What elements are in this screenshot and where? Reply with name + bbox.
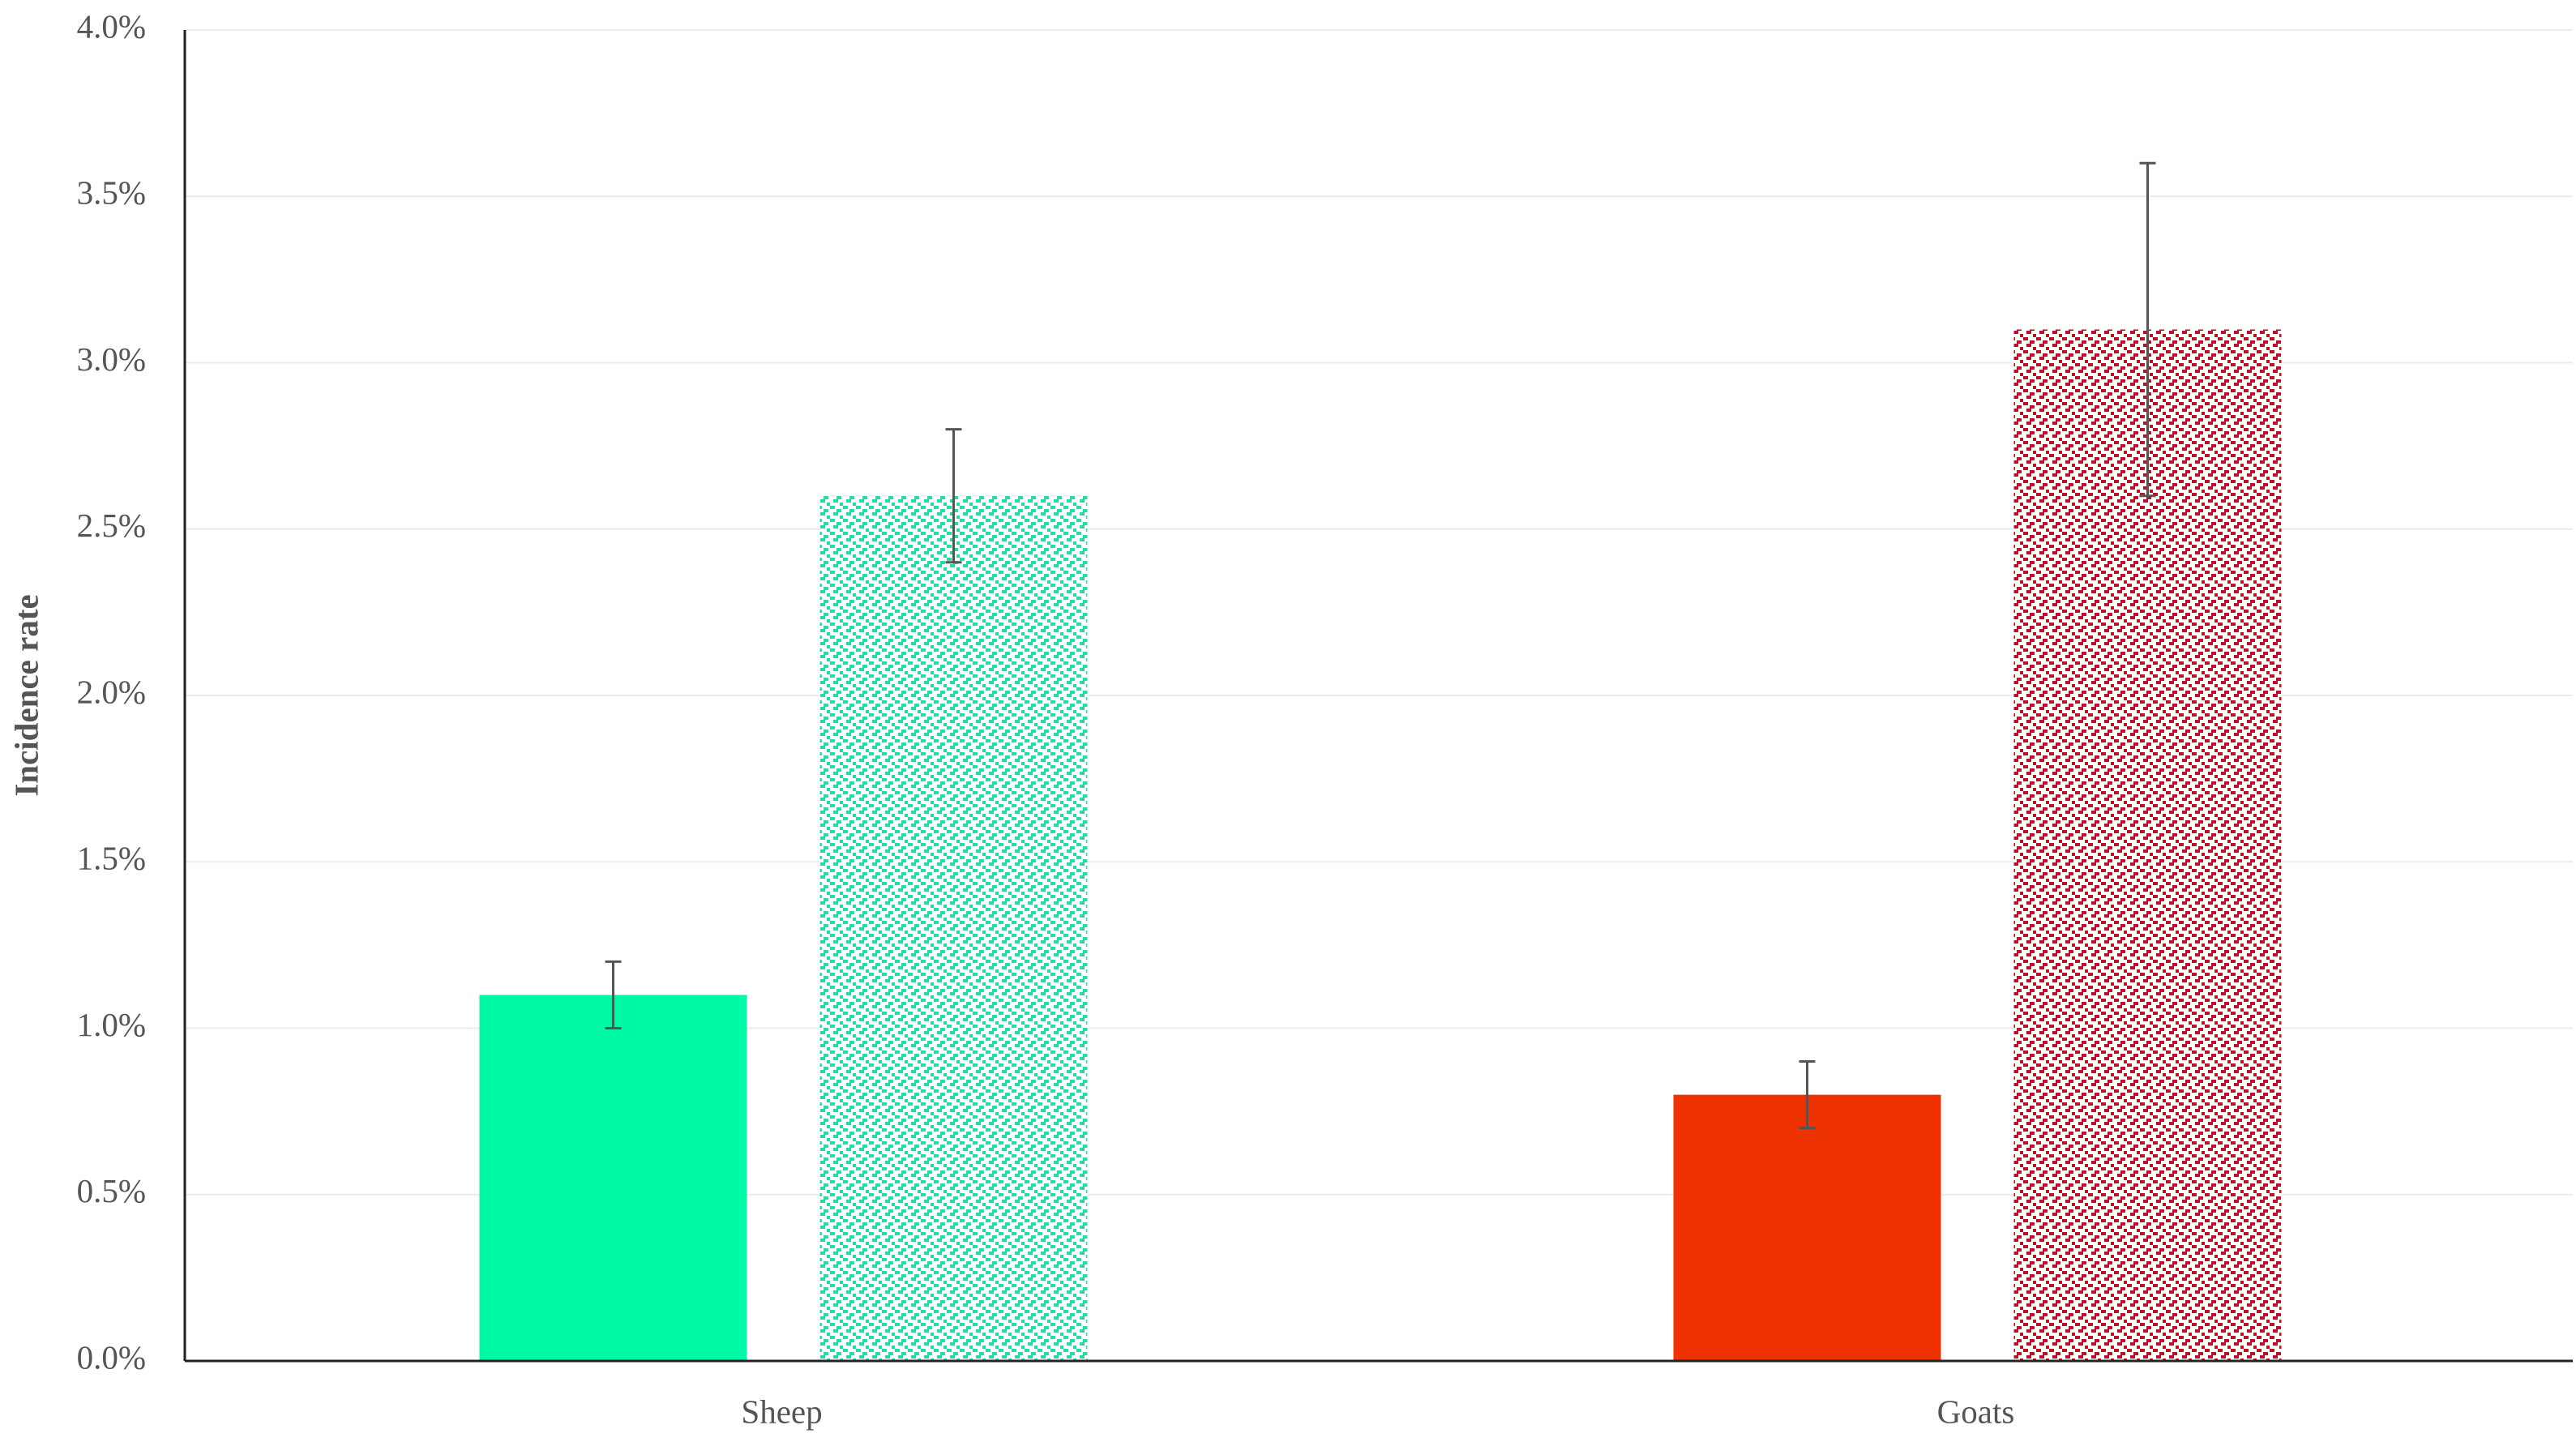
y-tick-label: 4.0% — [77, 7, 146, 45]
error-bar — [1799, 1060, 1816, 1130]
bar — [479, 995, 747, 1361]
y-tick-label: 1.5% — [77, 840, 146, 877]
error-bar — [605, 960, 622, 1029]
bar — [1673, 1094, 1941, 1361]
y-tick-label: 0.5% — [77, 1172, 146, 1209]
bar — [2013, 329, 2282, 1362]
error-bar — [2139, 161, 2156, 498]
error-bar — [945, 428, 962, 564]
y-tick-label: 2.0% — [77, 673, 146, 710]
y-axis-title: Incidence rate — [7, 594, 45, 796]
y-tick-label: 1.0% — [77, 1006, 146, 1043]
y-tick-label: 0.0% — [77, 1338, 146, 1376]
y-tick-label: 3.5% — [77, 174, 146, 212]
x-tick-label: Goats — [1937, 1393, 2015, 1430]
y-tick-label: 3.0% — [77, 340, 146, 378]
x-tick-label: Sheep — [741, 1393, 822, 1430]
y-tick-label: 2.5% — [77, 507, 146, 544]
bar — [819, 495, 1088, 1362]
